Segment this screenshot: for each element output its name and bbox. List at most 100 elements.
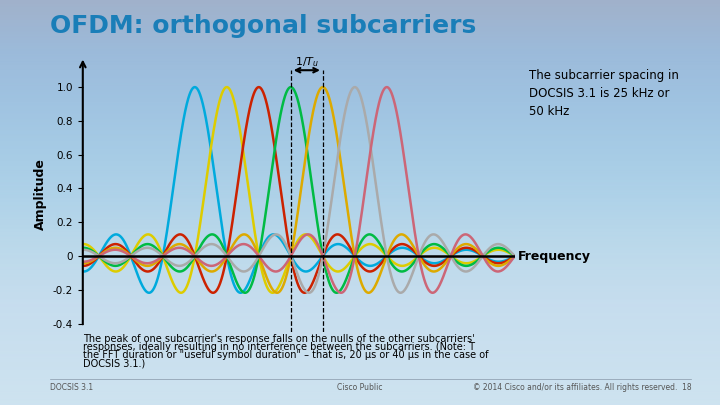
Bar [0, 338, 720, 340]
Bar [0, 134, 720, 136]
Text: OFDM: orthogonal subcarriers: OFDM: orthogonal subcarriers [50, 14, 477, 38]
Bar [0, 227, 720, 229]
Bar [0, 87, 720, 89]
Bar [0, 196, 720, 198]
Bar [0, 324, 720, 326]
Bar [0, 140, 720, 142]
Bar [0, 217, 720, 219]
Bar [0, 194, 720, 196]
Bar [0, 174, 720, 176]
Bar [0, 371, 720, 373]
Bar [0, 97, 720, 99]
Text: © 2014 Cisco and/or its affiliates. All rights reserved.  18: © 2014 Cisco and/or its affiliates. All … [472, 383, 691, 392]
Bar [0, 352, 720, 354]
Bar [0, 103, 720, 105]
Bar [0, 308, 720, 310]
Bar [0, 40, 720, 43]
Bar [0, 36, 720, 38]
Bar [0, 219, 720, 221]
Bar [0, 49, 720, 51]
Bar [0, 225, 720, 227]
Bar [0, 85, 720, 87]
Bar [0, 124, 720, 126]
Bar [0, 288, 720, 290]
Bar [0, 89, 720, 91]
Bar [0, 223, 720, 225]
Bar [0, 45, 720, 47]
Bar [0, 387, 720, 389]
Bar [0, 26, 720, 28]
Bar [0, 14, 720, 16]
Text: The peak of one subcarrier's response falls on the nulls of the other subcarrier: The peak of one subcarrier's response fa… [83, 334, 474, 344]
Bar [0, 231, 720, 233]
Bar [0, 71, 720, 73]
Text: DOCSIS 3.1.): DOCSIS 3.1.) [83, 358, 145, 369]
Bar [0, 156, 720, 158]
Bar [0, 207, 720, 209]
Bar [0, 279, 720, 281]
Bar [0, 205, 720, 207]
Bar [0, 247, 720, 249]
Bar [0, 154, 720, 156]
Bar [0, 95, 720, 97]
Bar [0, 10, 720, 12]
Bar [0, 312, 720, 314]
Bar [0, 55, 720, 57]
Bar [0, 65, 720, 67]
Bar [0, 51, 720, 53]
Bar [0, 267, 720, 269]
Bar [0, 284, 720, 286]
Bar [0, 275, 720, 277]
Bar [0, 81, 720, 83]
Bar [0, 170, 720, 172]
Bar [0, 340, 720, 342]
Bar [0, 16, 720, 18]
Bar [0, 403, 720, 405]
Bar [0, 385, 720, 387]
Bar [0, 369, 720, 371]
Bar [0, 354, 720, 356]
Bar [0, 166, 720, 168]
Bar [0, 160, 720, 162]
Bar [0, 192, 720, 194]
Bar [0, 239, 720, 241]
Bar [0, 142, 720, 144]
Bar [0, 30, 720, 32]
Bar [0, 306, 720, 308]
Bar [0, 188, 720, 190]
Bar [0, 109, 720, 111]
Bar [0, 302, 720, 304]
Text: Frequency: Frequency [518, 249, 591, 262]
Bar [0, 202, 720, 205]
Bar [0, 0, 720, 2]
Bar [0, 215, 720, 217]
Bar [0, 73, 720, 75]
Bar [0, 322, 720, 324]
Bar [0, 213, 720, 215]
Bar [0, 389, 720, 391]
Bar [0, 150, 720, 152]
Bar [0, 360, 720, 362]
Bar [0, 332, 720, 334]
Bar [0, 243, 720, 245]
Text: DOCSIS 3.1: DOCSIS 3.1 [50, 383, 94, 392]
Bar [0, 328, 720, 330]
Bar [0, 190, 720, 192]
Bar [0, 126, 720, 128]
Bar [0, 79, 720, 81]
Bar [0, 316, 720, 318]
Bar [0, 281, 720, 283]
Text: The subcarrier spacing in
DOCSIS 3.1 is 25 kHz or
50 kHz: The subcarrier spacing in DOCSIS 3.1 is … [529, 69, 679, 118]
Bar [0, 263, 720, 265]
Bar [0, 358, 720, 360]
Bar [0, 8, 720, 10]
Bar [0, 395, 720, 397]
Bar [0, 57, 720, 59]
Bar [0, 330, 720, 332]
Bar [0, 99, 720, 101]
Text: responses, ideally resulting in no interference between the subcarriers. (Note: : responses, ideally resulting in no inter… [83, 342, 474, 352]
Bar [0, 182, 720, 184]
Bar [0, 241, 720, 243]
Bar [0, 211, 720, 213]
Bar [0, 38, 720, 40]
